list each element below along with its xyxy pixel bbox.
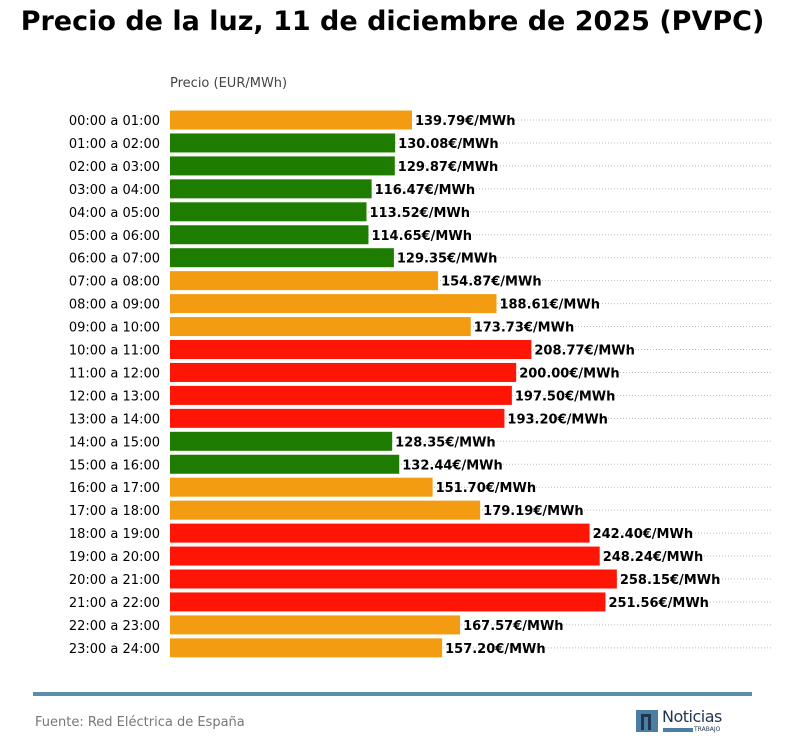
noticias-trabajo-logo: Noticias TRABAJO [636, 707, 736, 735]
bar [170, 500, 481, 520]
bar [170, 592, 606, 612]
category-label: 10:00 a 11:00 [69, 344, 160, 359]
data-label: 154.87€/MWh [441, 275, 542, 290]
data-label: 197.50€/MWh [515, 389, 616, 404]
category-label: 03:00 a 04:00 [69, 183, 160, 198]
bar [170, 248, 394, 268]
bar [170, 179, 372, 199]
source-note: Fuente: Red Eléctrica de España [35, 715, 245, 730]
bar [170, 454, 400, 474]
data-label: 258.15€/MWh [620, 573, 721, 588]
bar [170, 133, 396, 153]
category-label: 11:00 a 12:00 [69, 366, 160, 381]
footer-divider [33, 692, 752, 696]
bar [170, 569, 617, 589]
category-label: 06:00 a 07:00 [69, 252, 160, 267]
data-label: 114.65€/MWh [371, 229, 472, 244]
data-label: 116.47€/MWh [375, 183, 476, 198]
bar [170, 317, 471, 337]
category-label: 04:00 a 05:00 [69, 206, 160, 221]
data-label: 139.79€/MWh [415, 114, 516, 129]
x-axis-label: Precio (EUR/MWh) [170, 76, 287, 91]
bar [170, 340, 532, 359]
bar [170, 477, 433, 497]
category-label: 09:00 a 10:00 [69, 321, 160, 336]
data-label: 179.19€/MWh [483, 504, 583, 519]
chart-title: Precio de la luz, 11 de diciembre de 202… [20, 6, 765, 37]
data-label: 151.70€/MWh [436, 481, 537, 496]
bar [170, 202, 367, 222]
logo-name: Noticias [662, 707, 722, 726]
bar [170, 638, 443, 658]
data-label: 157.20€/MWh [445, 642, 545, 657]
category-label: 16:00 a 17:00 [69, 481, 160, 496]
data-label: 129.87€/MWh [398, 160, 499, 175]
logo-mark-icon [636, 710, 658, 732]
category-label: 00:00 a 01:00 [69, 114, 160, 129]
data-label: 208.77€/MWh [534, 344, 635, 359]
bar [170, 110, 412, 130]
data-label: 167.57€/MWh [463, 619, 564, 634]
category-label: 15:00 a 16:00 [69, 458, 160, 473]
data-label: 193.20€/MWh [507, 412, 608, 427]
data-label: 132.44€/MWh [402, 458, 503, 473]
data-label: 248.24€/MWh [603, 550, 704, 565]
bar [170, 225, 369, 245]
data-label: 188.61€/MWh [499, 298, 599, 313]
category-label: 12:00 a 13:00 [69, 389, 160, 404]
category-label: 18:00 a 19:00 [69, 527, 160, 542]
category-label: 05:00 a 06:00 [69, 229, 160, 244]
category-label: 14:00 a 15:00 [69, 435, 160, 450]
data-label: 242.40€/MWh [593, 527, 694, 542]
logo-sub: TRABAJO [694, 726, 721, 733]
category-label: 13:00 a 14:00 [69, 412, 160, 427]
category-label: 22:00 a 23:00 [69, 619, 160, 634]
bar [170, 431, 393, 451]
data-label: 251.56€/MWh [608, 596, 709, 611]
category-label: 08:00 a 09:00 [69, 298, 160, 313]
category-label: 17:00 a 18:00 [69, 504, 160, 519]
data-label: 200.00€/MWh [519, 366, 620, 381]
bar [170, 546, 600, 566]
bar [170, 294, 497, 314]
bar [170, 523, 590, 543]
bar [170, 156, 395, 176]
data-label: 173.73€/MWh [474, 321, 575, 336]
category-label: 19:00 a 20:00 [69, 550, 160, 565]
bar [170, 362, 517, 382]
bar [170, 615, 461, 635]
data-label: 113.52€/MWh [370, 206, 471, 221]
bar-chart: Precio (EUR/MWh) 00:00 a 01:00 139.79€/MWh… [69, 76, 773, 658]
bar [170, 408, 505, 428]
data-label: 129.35€/MWh [397, 252, 498, 267]
category-label: 01:00 a 02:00 [69, 137, 160, 152]
bar [170, 385, 512, 405]
category-label: 20:00 a 21:00 [69, 573, 160, 588]
data-label: 130.08€/MWh [398, 137, 499, 152]
category-label: 23:00 a 24:00 [69, 642, 160, 657]
category-label: 07:00 a 08:00 [69, 275, 160, 290]
logo-underline [663, 728, 693, 732]
bar [170, 271, 439, 291]
category-label: 21:00 a 22:00 [69, 596, 160, 611]
data-label: 128.35€/MWh [395, 435, 496, 450]
category-label: 02:00 a 03:00 [69, 160, 160, 175]
